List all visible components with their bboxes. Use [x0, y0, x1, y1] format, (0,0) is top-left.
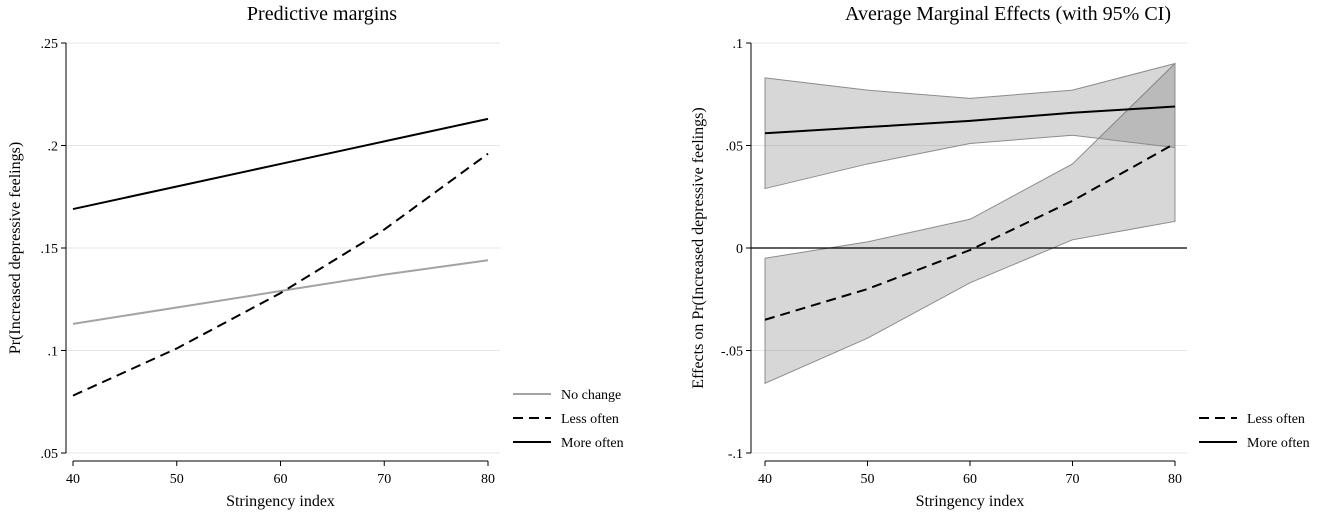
chart-1-x-tick-label: 50: [170, 472, 184, 487]
chart-2: Average Marginal Effects (with 95% CI) -.…: [690, 3, 1310, 510]
chart-2-series-more-often-line: [764, 105, 1176, 135]
chart-1-y-tick-label: .05: [41, 447, 59, 462]
chart-2-legend-label-2: More often: [1247, 436, 1310, 451]
chart-1-y-tick-label: .25: [41, 37, 59, 52]
chart-1-y-tick-label: .1: [48, 345, 59, 360]
chart-2-legend-label-1: Less often: [1247, 412, 1305, 427]
chart-1-series-no-change-line: [72, 259, 489, 325]
chart-2-y-tick-label: -.1: [728, 447, 743, 462]
chart-2-x-axis-label: Stringency index: [916, 493, 1025, 510]
chart-1-y-tick-label: .15: [41, 242, 59, 257]
chart-2-series-less-often-line: [764, 142, 1176, 321]
chart-2-x-tick-label: 40: [758, 472, 772, 487]
chart-2-x-tick-label: 60: [963, 472, 977, 487]
chart-1-y-tick-label: .2: [48, 140, 59, 155]
chart-1-series-less-often-line: [72, 152, 489, 397]
chart-2-legend: Less often More often: [1199, 412, 1310, 451]
chart-1-x-tick-label: 80: [481, 472, 495, 487]
chart-1-legend-label-1: No change: [561, 388, 621, 403]
chart-1-y-axis-label: Pr(Increased depressive feelings): [7, 142, 24, 354]
chart-2-title: Average Marginal Effects (with 95% CI): [845, 3, 1171, 25]
chart-1-x-tick-label: 70: [377, 472, 391, 487]
chart-1-x-tick-label: 60: [274, 472, 288, 487]
chart-2-y-axis-label: Effects on Pr(Increased depressive feeli…: [690, 107, 707, 388]
chart-2-ci-band-2: [764, 62, 1176, 190]
chart-2-x-tick-label: 70: [1066, 472, 1080, 487]
chart-2-y-tick-label: 0: [736, 242, 743, 257]
chart-1-legend-label-2: Less often: [561, 412, 619, 427]
chart-1: Predictive margins .05 .1 .15 .2 .25 40 50 60 70 8…: [7, 3, 624, 510]
chart-1-x-tick-label: 40: [66, 472, 80, 487]
chart-2-y-tick-label: .1: [733, 37, 744, 52]
chart-2-x-tick-label: 80: [1168, 472, 1182, 487]
chart-2-y-tick-label: .05: [726, 140, 744, 155]
chart-2-x-tick-label: 50: [861, 472, 875, 487]
chart-2-ci-band-1: [764, 62, 1176, 385]
chart-1-series-more-often-line: [72, 117, 489, 211]
chart-1-legend-label-3: More often: [561, 436, 624, 451]
chart-1-title: Predictive margins: [247, 3, 397, 25]
chart-2-y-tick-label: -.05: [721, 345, 743, 360]
chart-1-x-axis-label: Stringency index: [226, 493, 335, 510]
chart-1-legend: No change Less often More often: [513, 388, 624, 451]
